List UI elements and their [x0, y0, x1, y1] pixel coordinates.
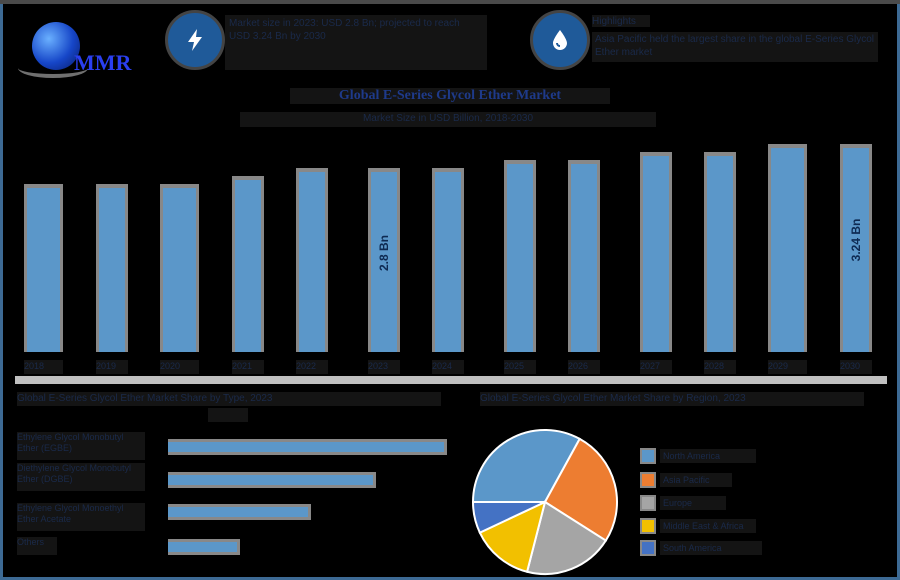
- bar-2027: [640, 152, 672, 352]
- bar-2020: [160, 184, 199, 352]
- year-label: 2029: [768, 360, 807, 374]
- lightning-icon: [165, 10, 225, 70]
- info-heading: Highlights: [592, 15, 650, 27]
- bar-2022: [296, 168, 328, 352]
- legend-swatch: [640, 518, 656, 534]
- type-label: Diethylene Glycol Monobutyl Ether (DGBE): [17, 463, 145, 491]
- bar-2026: [568, 160, 600, 352]
- legend-item: South America: [640, 540, 762, 556]
- bar-2018: [24, 184, 63, 352]
- region-pie-chart: [471, 429, 618, 575]
- region-section-title: Global E-Series Glycol Ether Market Shar…: [480, 392, 864, 406]
- year-label: 2026: [568, 360, 600, 374]
- legend-swatch: [640, 472, 656, 488]
- bar-2019: [96, 184, 128, 352]
- legend-label: Europe: [660, 496, 726, 510]
- bar-2030: 3.24 Bn: [840, 144, 872, 352]
- legend-label: South America: [660, 541, 762, 555]
- bar-2025: [504, 160, 536, 352]
- year-label: 2025: [504, 360, 536, 374]
- legend-item: North America: [640, 448, 756, 464]
- legend-swatch: [640, 448, 656, 464]
- legend-label: Middle East & Africa: [660, 519, 756, 533]
- info-text-market-size: Market size in 2023: USD 2.8 Bn; project…: [225, 15, 487, 70]
- bar-value-label: 2.8 Bn: [377, 234, 391, 272]
- type-section-title: Global E-Series Glycol Ether Market Shar…: [17, 392, 441, 406]
- legend-item: Asia Pacific: [640, 472, 732, 488]
- top-divider: [0, 0, 900, 4]
- legend-swatch: [640, 540, 656, 556]
- legend-item: Middle East & Africa: [640, 518, 756, 534]
- year-label: 2024: [432, 360, 464, 374]
- bar-2023: 2.8 Bn: [368, 168, 400, 352]
- bar-value-label: 3.24 Bn: [849, 218, 863, 262]
- type-label: Ethylene Glycol Monobutyl Ether (EGBE): [17, 432, 145, 460]
- chart-title: Global E-Series Glycol Ether Market: [290, 88, 610, 104]
- type-bar: [168, 472, 376, 488]
- pie-slice: [525, 500, 608, 575]
- logo-text: MMR: [74, 50, 132, 75]
- legend-label: North America: [660, 449, 756, 463]
- bar-2029: [768, 144, 807, 352]
- pie-slice: [471, 501, 546, 534]
- legend-label: Asia Pacific: [660, 473, 732, 487]
- type-label: Ethylene Glycol Monoethyl Ether Acetate: [17, 503, 145, 531]
- year-label: 2018: [24, 360, 63, 374]
- type-bar: [168, 504, 311, 520]
- pie-slice: [471, 429, 582, 503]
- pie-slice: [543, 437, 618, 542]
- bar-2024: [432, 168, 464, 352]
- type-label: Others: [17, 537, 57, 555]
- type-section-title-year: [208, 408, 248, 422]
- year-label: 2027: [640, 360, 672, 374]
- year-label: 2028: [704, 360, 736, 374]
- info-text-highlights: Asia Pacific held the largest share in t…: [592, 32, 878, 62]
- type-bar: [168, 539, 240, 555]
- globe-icon: [32, 22, 80, 70]
- x-axis: [15, 376, 887, 384]
- drop-icon: [530, 10, 590, 70]
- year-label: 2019: [96, 360, 128, 374]
- year-label: 2021: [232, 360, 264, 374]
- bar-2021: [232, 176, 264, 352]
- swoosh-icon: [18, 58, 88, 78]
- year-label: 2023: [368, 360, 400, 374]
- year-label: 2030: [840, 360, 872, 374]
- mmr-logo: MMR: [18, 20, 138, 78]
- type-bar: [168, 439, 447, 455]
- bar-2028: [704, 152, 736, 352]
- chart-subtitle: Market Size in USD Billion, 2018-2030: [240, 112, 656, 127]
- pie-slice: [478, 500, 547, 573]
- legend-item: Europe: [640, 495, 726, 511]
- year-label: 2022: [296, 360, 328, 374]
- year-label: 2020: [160, 360, 199, 374]
- legend-swatch: [640, 495, 656, 511]
